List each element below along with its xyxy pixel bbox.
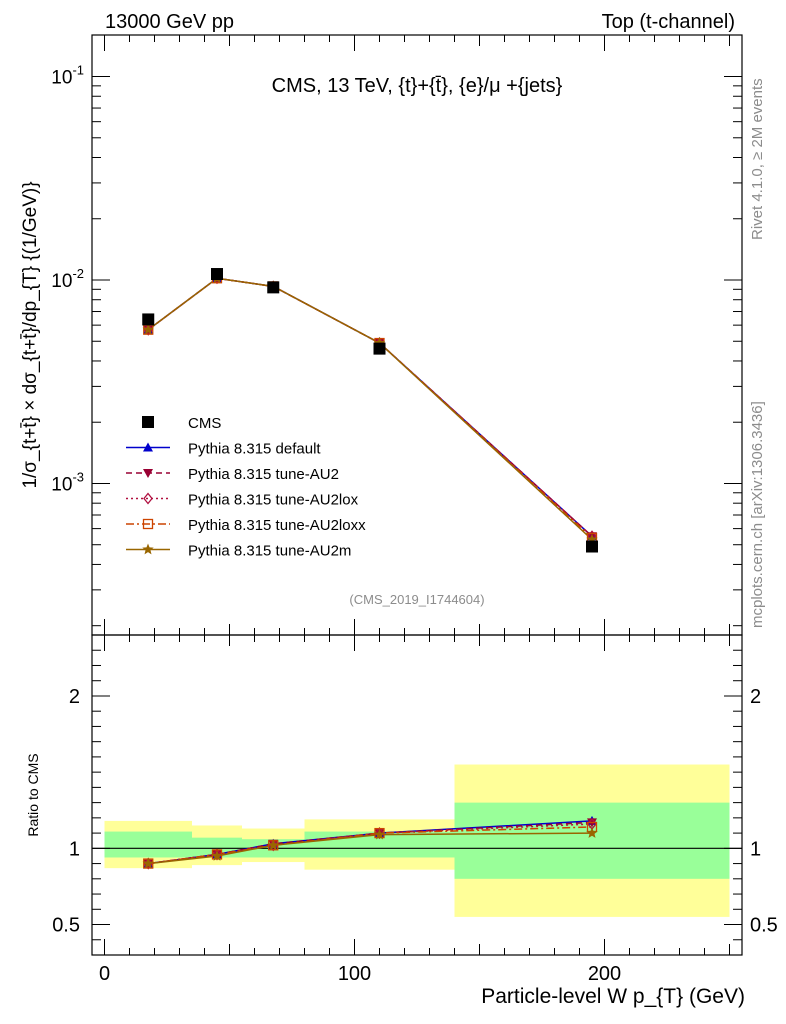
analysis-id: (CMS_2019_I1744604) xyxy=(349,592,484,607)
legend-marker xyxy=(143,469,153,478)
y-tick-label: 10-1 xyxy=(51,63,84,89)
x-axis-label: Particle-level W p_{T} (GeV) xyxy=(481,985,745,1008)
ratio-frame xyxy=(91,634,743,956)
cms-data-point xyxy=(142,313,155,326)
legend-marker xyxy=(143,492,153,505)
header-left: 13000 GeV pp xyxy=(105,11,234,33)
ratio-y-tick-label-right: 2 xyxy=(750,686,761,708)
ratio-y-label: Ratio to CMS xyxy=(25,753,41,836)
x-tick-label: 100 xyxy=(338,963,371,985)
ratio-y-tick-label: 2 xyxy=(69,686,80,708)
y-tick-label: 10-2 xyxy=(51,266,84,292)
y-axis-label: 1/σ_{t+t̄} × dσ_{t+t̄}/dp_{T} {(1/GeV)} xyxy=(20,181,41,488)
ratio-band-inner xyxy=(104,831,192,858)
ratio-point xyxy=(267,839,279,851)
legend-marker xyxy=(142,416,154,428)
x-tick-label: 0 xyxy=(99,963,110,985)
legend-label: Pythia 8.315 tune-AU2lox xyxy=(188,492,359,509)
legend-marker xyxy=(143,442,153,452)
ratio-point xyxy=(373,828,386,840)
main-series-layer xyxy=(142,268,598,553)
legend-label: Pythia 8.315 tune-AU2loxx xyxy=(188,517,366,534)
y-tick-label: 10-3 xyxy=(51,469,84,495)
cms-data-point xyxy=(267,281,280,294)
ratio-band-inner xyxy=(454,802,730,879)
mcplots-label: mcplots.cern.ch [arXiv:1306.3436] xyxy=(749,401,766,628)
cms-data-point xyxy=(586,540,598,553)
header-right: Top (t-channel) xyxy=(602,11,735,33)
ratio-y-tick-label: 0.5 xyxy=(52,915,80,937)
ratio-line xyxy=(148,821,593,865)
ratio-y-tick-label-right: 0.5 xyxy=(750,915,778,937)
legend-marker xyxy=(142,543,154,555)
ratio-point xyxy=(142,857,154,869)
plot-frames: 0 100 200 10-1 10-2 10-3 0.5 0.5 1 1 2 2 xyxy=(51,34,778,985)
data-point xyxy=(373,337,386,348)
cms-data-point xyxy=(211,268,223,281)
legend-label: CMS xyxy=(188,415,221,432)
ratio-line xyxy=(148,826,593,865)
legend-marker xyxy=(142,518,154,530)
x-tick-label: 200 xyxy=(588,963,621,985)
ratio-y-tick-label: 1 xyxy=(69,838,80,860)
rivet-label: Rivet 4.1.0, ≥ 2M events xyxy=(749,78,766,240)
ratio-point xyxy=(586,827,598,838)
ratio-point xyxy=(211,850,223,861)
data-point xyxy=(586,533,598,545)
chart-title: CMS, 13 TeV, {t}+{t̄}, {e}/μ +{jets} xyxy=(272,75,563,97)
ratio-y-tick-label-right: 1 xyxy=(750,838,761,860)
cms-data-point xyxy=(373,342,386,355)
legend-label: Pythia 8.315 tune-AU2m xyxy=(188,543,351,560)
data-point xyxy=(142,323,154,335)
ratio-series-layer xyxy=(142,815,598,870)
legend-label: Pythia 8.315 tune-AU2 xyxy=(188,466,339,483)
ratio-bands xyxy=(92,764,742,917)
legend: CMS Pythia 8.315 default Pythia 8.315 tune… xyxy=(126,415,366,560)
legend-label: Pythia 8.315 default xyxy=(188,441,321,458)
